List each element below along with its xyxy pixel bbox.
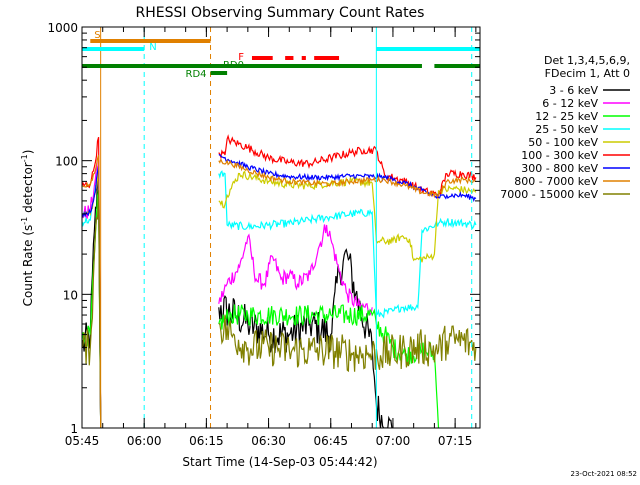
plot-area: [82, 27, 480, 428]
y-axis-label-end: ): [21, 150, 35, 155]
x-tick-label: 06:00: [127, 434, 162, 448]
x-tick-label: 06:45: [313, 434, 348, 448]
flag-label: S: [94, 30, 100, 41]
y-tick-label: 10: [63, 288, 78, 302]
series-line: [218, 224, 373, 316]
series-line: [218, 314, 477, 373]
legend-entry: 800 - 7000 keV: [514, 175, 630, 188]
x-tick-label: 07:15: [438, 434, 473, 448]
legend-label: 3 - 6 keV: [549, 84, 598, 97]
y-axis-label: Count Rate (s-1 detector-1): [20, 150, 35, 307]
x-tick-label: 06:30: [251, 434, 286, 448]
y-axis-label-sup: -1: [20, 217, 29, 225]
series-line: [218, 157, 477, 199]
legend-entry: 300 - 800 keV: [521, 162, 630, 175]
legend-label: 300 - 800 keV: [521, 162, 598, 175]
chart-title: RHESSI Observing Summary Count Rates: [136, 5, 425, 21]
legend-label: 7000 - 15000 keV: [500, 188, 598, 201]
x-tick-label: 05:45: [65, 434, 100, 448]
legend-label: 6 - 12 keV: [542, 97, 598, 110]
legend-header-line-2: FDecim 1, Att 0: [545, 67, 630, 80]
plot-frame: [81, 26, 481, 429]
y-axis-label-sup2: -1: [20, 154, 29, 162]
flag-label: RD0: [223, 60, 244, 71]
y-axis-label-main: Count Rate (s: [21, 225, 35, 307]
y-axis-label-mid: detector: [21, 162, 35, 217]
flag-label: F: [238, 52, 244, 63]
footer-timestamp: 23-Oct-2021 08:52: [571, 470, 637, 478]
legend: Det 1,3,4,5,6,9, FDecim 1, Att 0 3 - 6 k…: [500, 54, 630, 201]
y-tick-label: 1: [70, 422, 78, 436]
legend-entry: 12 - 25 keV: [535, 110, 630, 123]
flag-f: F: [238, 52, 340, 63]
flag-s: S: [90, 30, 211, 43]
legend-header-line-1: Det 1,3,4,5,6,9,: [544, 54, 630, 67]
flag-n: N: [82, 42, 480, 53]
legend-label: 100 - 300 keV: [521, 149, 598, 162]
series-line: [82, 190, 102, 428]
x-tick-label: 07:00: [376, 434, 411, 448]
legend-label: 800 - 7000 keV: [514, 175, 598, 188]
legend-entry: 3 - 6 keV: [549, 84, 630, 97]
y-tick-label: 100: [55, 155, 78, 169]
series-line: [218, 248, 393, 428]
series-line: [82, 154, 102, 428]
legend-entry: 6 - 12 keV: [542, 97, 630, 110]
series-7000-15000-kev: [82, 190, 477, 428]
legend-entry: 7000 - 15000 keV: [500, 188, 630, 201]
series-800-7000-kev: [82, 154, 477, 428]
legend-entry: 100 - 300 keV: [521, 149, 630, 162]
series-line: [218, 170, 477, 319]
y-tick-label: 1000: [47, 21, 78, 35]
flag-rd0: RD0: [82, 60, 480, 71]
x-tick-label: 06:15: [189, 434, 224, 448]
flag-rd4: RD4: [186, 69, 228, 80]
flag-label: RD4: [186, 69, 207, 80]
legend-label: 50 - 100 keV: [528, 136, 598, 149]
legend-entry: 25 - 50 keV: [535, 123, 630, 136]
flag-label: N: [149, 42, 156, 53]
legend-entry: 50 - 100 keV: [528, 136, 630, 149]
legend-label: 12 - 25 keV: [535, 110, 598, 123]
legend-label: 25 - 50 keV: [535, 123, 598, 136]
x-axis-label: Start Time (14-Sep-03 05:44:42): [182, 455, 377, 469]
series-line: [82, 166, 102, 428]
